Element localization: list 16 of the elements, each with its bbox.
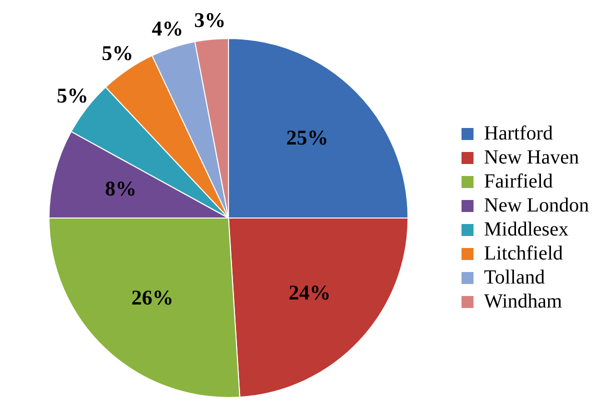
legend-label: Tolland: [484, 266, 545, 288]
legend-label: Fairfield: [484, 170, 553, 192]
data-label: 5%: [56, 83, 88, 108]
legend-label: Litchfield: [484, 242, 563, 264]
data-label: 3%: [194, 8, 226, 32]
data-label: 8%: [104, 176, 136, 201]
data-label: 24%: [288, 280, 331, 305]
legend-label: Middlesex: [484, 218, 568, 240]
legend-label: Hartford: [484, 122, 553, 144]
legend-label: New Haven: [484, 146, 579, 168]
legend-label: Windham: [484, 290, 563, 312]
legend-label: New London: [484, 194, 590, 216]
data-label: 4%: [152, 16, 184, 41]
data-label: 25%: [286, 126, 328, 150]
data-label: 26%: [131, 286, 174, 310]
data-label: 5%: [102, 41, 134, 66]
